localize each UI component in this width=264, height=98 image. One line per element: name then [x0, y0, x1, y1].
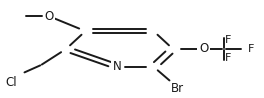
Text: N: N — [113, 60, 122, 73]
Text: O: O — [44, 10, 54, 23]
Text: F: F — [225, 35, 232, 45]
Text: F: F — [248, 44, 254, 54]
Text: O: O — [199, 42, 208, 55]
Text: Cl: Cl — [6, 76, 17, 89]
Text: Br: Br — [171, 82, 184, 95]
Text: F: F — [225, 53, 232, 63]
